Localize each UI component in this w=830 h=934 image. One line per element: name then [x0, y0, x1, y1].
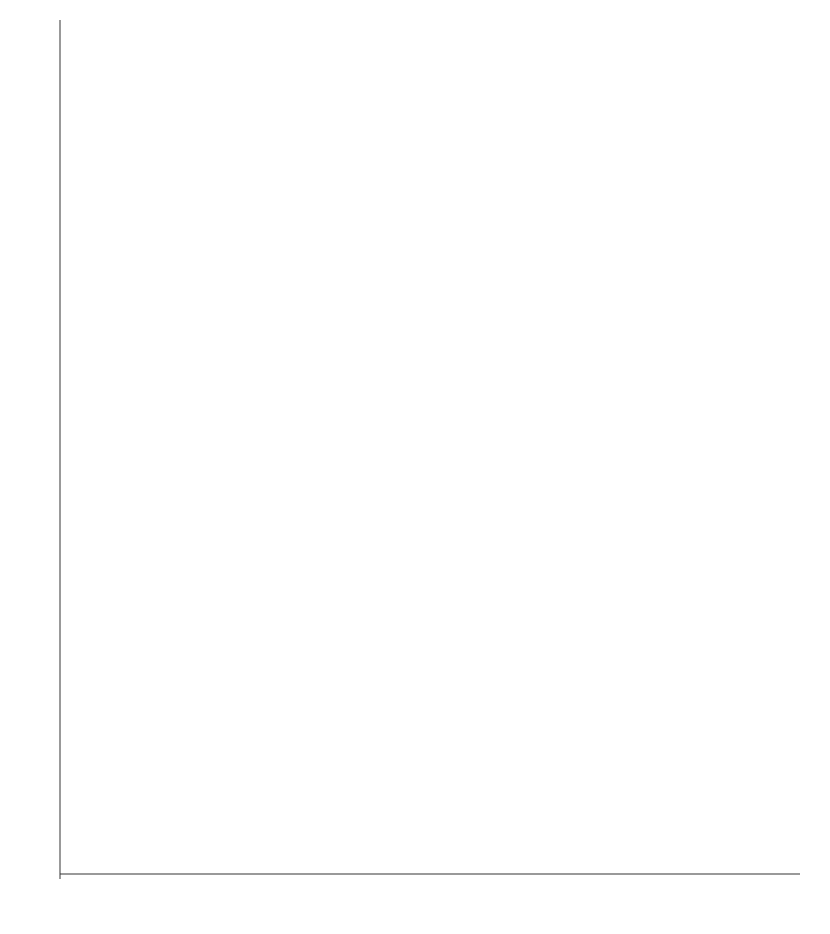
carbon-price-bubble-chart [0, 0, 830, 934]
chart-svg [0, 0, 830, 934]
